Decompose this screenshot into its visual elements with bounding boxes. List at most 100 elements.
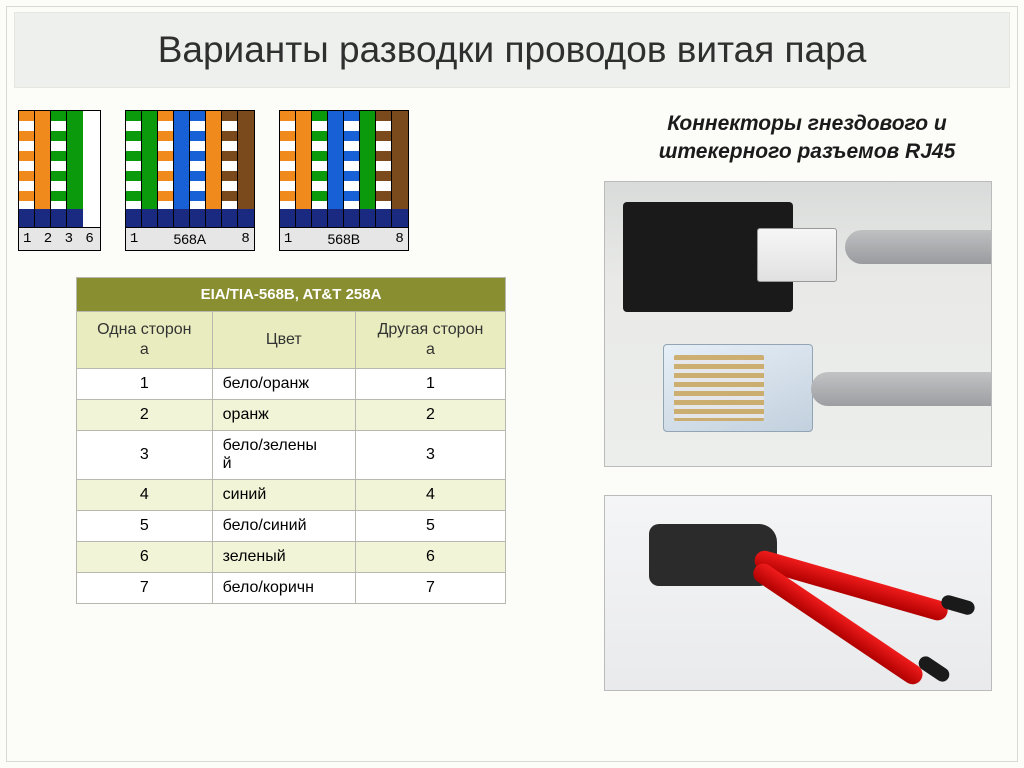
rj45-plug-icon [663, 344, 813, 432]
wire-cap [280, 209, 295, 227]
cable-icon [845, 230, 992, 264]
wire-cap [158, 209, 173, 227]
table-header-row: EIA/TIA-568B, AT&T 258A [77, 278, 506, 312]
pinout-label: 1 2 3 6 [19, 227, 100, 250]
table-column-header: Одна сторона [77, 312, 213, 369]
crimper-tip-icon [916, 653, 952, 684]
wire-cap [360, 209, 375, 227]
table-cell-pin: 3 [77, 431, 213, 480]
wire-cap [174, 209, 189, 227]
table-cell-pin: 5 [355, 511, 505, 542]
pinout-diagram: 1568B8 [279, 110, 409, 251]
caption-line-1: Коннекторы гнездового и [667, 112, 946, 135]
table-row: 4синий4 [77, 480, 506, 511]
wire-cap [328, 209, 343, 227]
wire [142, 111, 158, 227]
table-row: 1бело/оранж1 [77, 369, 506, 400]
wire [392, 111, 408, 227]
title-bar: Варианты разводки проводов витая пара [14, 12, 1010, 88]
table-cell-pin: 7 [77, 573, 213, 604]
table-cell-pin: 4 [77, 480, 213, 511]
pinout-label-part: 1 [284, 231, 292, 247]
wire-cap [126, 209, 141, 227]
table-header: EIA/TIA-568B, AT&T 258A [77, 278, 506, 312]
table-column-header: Другая сторона [355, 312, 505, 369]
pinout-label-part: 8 [241, 231, 249, 247]
wire [312, 111, 328, 227]
wire [238, 111, 254, 227]
table-row: 7бело/коричн7 [77, 573, 506, 604]
wire [360, 111, 376, 227]
table-cell-pin: 2 [77, 400, 213, 431]
pinout-label-part: 568A [173, 231, 206, 247]
table-cell-color: бело/оранж [212, 369, 355, 400]
wire-cap [142, 209, 157, 227]
wire-cap [35, 209, 50, 227]
pinout-wires [19, 111, 100, 227]
table-cell-color: бело/синий [212, 511, 355, 542]
table-cell-pin: 7 [355, 573, 505, 604]
table-cell-pin: 1 [355, 369, 505, 400]
left-column: 1 2 3 61568A81568B8 EIA/TIA-568B, AT&T 2… [14, 110, 582, 719]
wire [19, 111, 35, 227]
wire [158, 111, 174, 227]
wire-cap [296, 209, 311, 227]
caption-line-2: штекерного разъемов RJ45 [659, 140, 956, 163]
wire-cap [222, 209, 237, 227]
cable-icon [811, 372, 992, 406]
pinout-wires [280, 111, 408, 227]
content-row: 1 2 3 61568A81568B8 EIA/TIA-568B, AT&T 2… [14, 110, 1010, 719]
wire [126, 111, 142, 227]
connectors-caption: Коннекторы гнездового и штекерного разъе… [604, 110, 1010, 167]
table-cell-pin: 1 [77, 369, 213, 400]
table-cell-color: бело/зеленый [212, 431, 355, 480]
table-cell-pin: 6 [77, 542, 213, 573]
table-row: 3бело/зеленый3 [77, 431, 506, 480]
wire [174, 111, 190, 227]
pinout-diagram: 1 568A 8 [125, 110, 255, 251]
table-cell-pin: 3 [355, 431, 505, 480]
pinout-diagram: 1 2 3 6 [18, 110, 101, 251]
pinout-label: 1 568A 8 [126, 227, 254, 250]
wire-cap [344, 209, 359, 227]
table-row: 2оранж2 [77, 400, 506, 431]
pinout-label-part: 568B [327, 231, 360, 247]
table-cell-pin: 6 [355, 542, 505, 573]
page-title: Варианты разводки проводов витая пара [43, 29, 981, 71]
wire [51, 111, 67, 227]
wire-cap [312, 209, 327, 227]
wire-cap [392, 209, 408, 227]
table-subheader-row: Одна сторонаЦветДругая сторона [77, 312, 506, 369]
wire-cap [376, 209, 391, 227]
pinout-wires [126, 111, 254, 227]
rj45-connectors-photo [604, 181, 992, 467]
table-cell-color: бело/коричн [212, 573, 355, 604]
wire [190, 111, 206, 227]
table-body: 1бело/оранж12оранж23бело/зеленый34синий4… [77, 369, 506, 604]
slide: Варианты разводки проводов витая пара 1 … [0, 0, 1024, 768]
pinout-diagrams: 1 2 3 61568A81568B8 [14, 110, 582, 251]
crimping-tool-photo [604, 495, 992, 691]
table-row: 5бело/синий5 [77, 511, 506, 542]
wire [35, 111, 51, 227]
table-cell-pin: 4 [355, 480, 505, 511]
wiring-table: EIA/TIA-568B, AT&T 258A Одна сторонаЦвет… [76, 277, 506, 604]
wire [328, 111, 344, 227]
wire [280, 111, 296, 227]
wire-cap [51, 209, 66, 227]
wire [67, 111, 83, 227]
wire [344, 111, 360, 227]
table-cell-color: оранж [212, 400, 355, 431]
table-cell-pin: 2 [355, 400, 505, 431]
right-column: Коннекторы гнездового и штекерного разъе… [604, 110, 1010, 719]
wire-cap [190, 209, 205, 227]
wire [206, 111, 222, 227]
pinout-label-part: 1 [130, 231, 138, 247]
table-cell-color: синий [212, 480, 355, 511]
wire-cap [238, 209, 254, 227]
keystone-jack-icon [623, 202, 793, 312]
pinout-label: 1568B8 [280, 227, 408, 250]
wire [222, 111, 238, 227]
table-cell-color: зеленый [212, 542, 355, 573]
wire [376, 111, 392, 227]
